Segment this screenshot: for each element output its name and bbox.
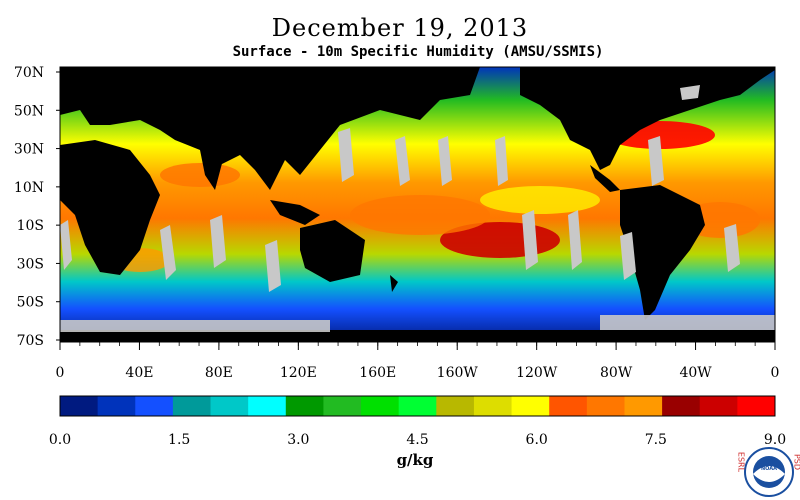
- humidity-map: [60, 67, 775, 342]
- colorbar-tick-labels: 0.0 1.5 3.0 4.5 6.0 7.5 9.0: [49, 432, 786, 448]
- colorbar-swatch: [172, 396, 212, 416]
- colorbar-swatch: [323, 396, 362, 416]
- lon-label: 120W: [516, 365, 558, 381]
- colorbar-swatch: [586, 396, 625, 416]
- lon-label: 40W: [679, 365, 712, 381]
- colorbar-tick-label: 6.0: [526, 432, 548, 448]
- colorbar-swatch: [436, 396, 475, 416]
- colorbar-swatch: [210, 396, 249, 416]
- lon-label: 80W: [600, 365, 633, 381]
- colorbar-swatch: [549, 396, 588, 416]
- lon-label: 40E: [125, 365, 153, 381]
- lat-label: 30N: [14, 142, 44, 158]
- lon-label: 120E: [280, 365, 317, 381]
- colorbar-swatch: [624, 396, 663, 416]
- land-masses: [60, 67, 775, 342]
- colorbar-tick-label: 4.5: [406, 432, 428, 448]
- lat-label: 50N: [14, 103, 44, 119]
- lat-label: 70N: [14, 65, 44, 81]
- longitude-axis: 0 40E 80E 120E 160E 160W 120W 80W 40W 0: [56, 342, 780, 381]
- colorbar-swatch: [398, 396, 437, 416]
- noaa-logo-bird-icon: [753, 466, 785, 482]
- latitude-axis: 70N 50N 30N 10N 10S 30S 50S 70S: [14, 65, 60, 349]
- map-title: December 19, 2013: [271, 14, 529, 42]
- colorbar-swatch: [473, 396, 513, 416]
- noaa-logo: NOAA ESRL PSD: [737, 447, 800, 497]
- colorbar-swatch: [699, 396, 738, 416]
- lat-label: 10N: [14, 180, 44, 196]
- colorbar-swatch: [135, 396, 174, 416]
- esrl-logo-text: ESRL: [737, 452, 746, 473]
- colorbar: [59, 395, 776, 417]
- lon-label: 160W: [437, 365, 479, 381]
- colorbar-swatch: [511, 396, 550, 416]
- colorbar-tick-label: 9.0: [764, 432, 786, 448]
- colorbar-swatch: [60, 396, 99, 416]
- colorbar-frame: [59, 395, 776, 417]
- lat-label: 50S: [17, 295, 44, 311]
- psd-logo-text: PSD: [793, 454, 800, 470]
- colorbar-swatch: [248, 396, 287, 416]
- lon-label: 0: [771, 365, 780, 381]
- colorbar-tick-label: 1.5: [168, 432, 190, 448]
- colorbar-swatch: [737, 396, 776, 416]
- colorbar-tick-label: 0.0: [49, 432, 71, 448]
- noaa-logo-text: NOAA: [761, 466, 777, 472]
- lon-label: 80E: [205, 365, 233, 381]
- colorbar-unit: g/kg: [396, 451, 434, 469]
- colorbar-swatch: [361, 396, 400, 416]
- missing-data-swaths: [60, 85, 775, 332]
- lat-label: 70S: [17, 333, 44, 349]
- colorbar-swatch: [662, 396, 701, 416]
- colorbar-swatch: [285, 396, 324, 416]
- lat-label: 10S: [17, 218, 44, 234]
- lon-label: 160E: [359, 365, 396, 381]
- colorbar-tick-label: 7.5: [645, 432, 667, 448]
- colorbar-swatch: [97, 396, 136, 416]
- lat-label: 30S: [17, 256, 44, 272]
- colorbar-tick-label: 3.0: [287, 432, 309, 448]
- map-subtitle: Surface - 10m Specific Humidity (AMSU/SS…: [232, 44, 604, 60]
- lon-label: 0: [56, 365, 65, 381]
